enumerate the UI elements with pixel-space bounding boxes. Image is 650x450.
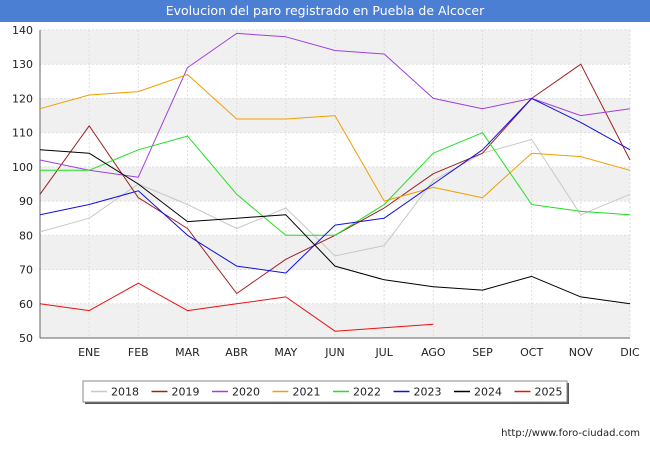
x-tick-label: FEB — [128, 346, 149, 359]
plot-band — [40, 303, 630, 338]
plot-band — [40, 235, 630, 270]
y-tick-label: 70 — [19, 264, 33, 277]
source-credit: http://www.foro-ciudad.com — [501, 428, 640, 439]
legend-box — [82, 380, 568, 403]
series-line-2024 — [39, 149, 631, 305]
series-line-2025 — [39, 282, 434, 332]
legend-label-2025: 2025 — [535, 386, 563, 399]
legend-label-2022: 2022 — [353, 386, 381, 399]
plot-band — [40, 132, 630, 167]
legend-label-2024: 2024 — [474, 386, 502, 399]
series-line-2021 — [39, 74, 631, 202]
x-tick-label: AGO — [421, 346, 446, 359]
y-tick-label: 100 — [12, 161, 33, 174]
y-tick-label: 50 — [19, 332, 33, 345]
y-tick-label: 90 — [19, 195, 33, 208]
y-tick-label: 80 — [19, 229, 33, 242]
series-line-2022 — [40, 132, 631, 236]
x-tick-label: SEP — [472, 346, 493, 359]
chart-title: Evolucion del paro registrado en Puebla … — [0, 0, 650, 22]
y-tick-label: 120 — [12, 92, 33, 105]
plot-band — [40, 64, 630, 99]
y-tick-label: 60 — [19, 298, 33, 311]
x-tick-label: JUL — [374, 346, 393, 359]
x-tick-label: MAR — [175, 346, 200, 359]
x-tick-label: JUN — [324, 346, 345, 359]
legend-label-2019: 2019 — [172, 386, 200, 399]
x-tick-label: MAY — [274, 346, 297, 359]
y-tick-label: 130 — [12, 58, 33, 71]
x-tick-label: ENE — [78, 346, 100, 359]
legend-label-2018: 2018 — [111, 386, 139, 399]
y-tick-label: 110 — [12, 127, 33, 140]
x-tick-label: NOV — [569, 346, 594, 359]
x-tick-label: ABR — [225, 346, 248, 359]
x-tick-label: OCT — [520, 346, 543, 359]
legend-label-2023: 2023 — [414, 386, 442, 399]
legend-label-2021: 2021 — [293, 386, 321, 399]
x-tick-label: DIC — [620, 346, 640, 359]
series-line-2023 — [39, 97, 631, 274]
legend-label-2020: 2020 — [232, 386, 260, 399]
y-tick-label: 140 — [12, 24, 33, 37]
